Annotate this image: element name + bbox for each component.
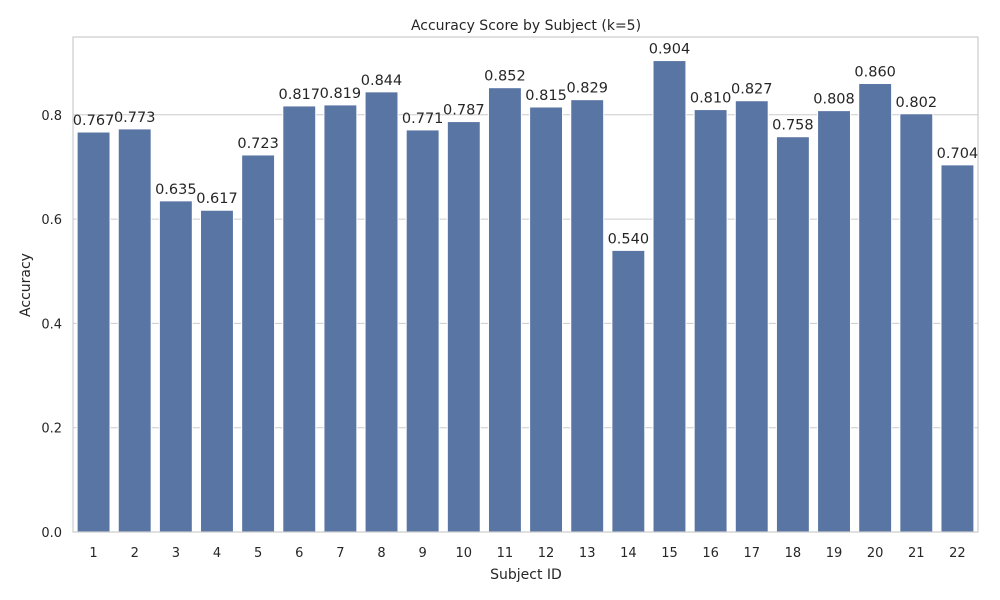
x-tick-label: 21 [908,546,925,561]
data-label-subject-19: 0.808 [813,92,855,108]
data-label-subject-22: 0.704 [937,146,979,162]
y-tick-label: 0.6 [41,213,62,228]
plot-frame [72,36,979,533]
x-tick-labels: 1 2 3 4 5 6 7 8 9 10 11 12 13 14 15 16 17 18 19 20 21 22 [89,546,965,561]
bar-subject-11 [487,87,522,533]
y-tick-label: 0.8 [41,109,62,124]
x-tick-label: 19 [826,546,843,561]
bar-subject-17 [734,100,769,533]
y-axis-label: Accuracy [18,253,34,317]
y-tick-label: 0.4 [41,317,62,332]
data-label-subject-9: 0.771 [402,111,444,127]
x-tick-label: 9 [419,546,427,561]
bar-subject-15 [652,60,687,533]
bar-subject-7 [323,104,358,533]
data-label-subject-14: 0.540 [608,231,650,247]
bar-subject-13 [570,99,605,533]
bars [76,60,975,533]
data-label-subject-18: 0.758 [772,118,814,134]
x-tick-label: 7 [336,546,344,561]
bar-subject-6 [282,105,317,533]
x-tick-label: 22 [949,546,966,561]
data-label-subject-3: 0.635 [155,182,197,198]
x-tick-label: 11 [497,546,514,561]
bar-subject-20 [858,83,893,533]
bar-subject-14 [611,249,646,533]
data-label-subject-5: 0.723 [237,136,279,152]
y-tick-labels: 0.0 0.2 0.4 0.6 0.8 [41,109,62,541]
bar-subject-18 [775,136,810,533]
x-tick-label: 14 [620,546,637,561]
x-tick-label: 13 [579,546,596,561]
x-axis-label: Subject ID [490,567,562,583]
data-label-subject-4: 0.617 [196,191,238,207]
data-label-subject-21: 0.802 [896,95,938,111]
bar-subject-1 [76,131,111,533]
x-tick-label: 3 [172,546,180,561]
bar-subject-10 [446,121,481,533]
data-label-subject-1: 0.767 [73,113,115,129]
x-tick-label: 4 [213,546,221,561]
bar-subject-12 [529,106,564,533]
bar-subject-3 [158,200,193,533]
bar-subject-5 [241,154,276,533]
chart-title: Accuracy Score by Subject (k=5) [411,18,641,34]
data-label-subject-10: 0.787 [443,103,485,119]
data-label-subject-20: 0.860 [854,65,896,81]
bar-subject-2 [117,128,152,533]
data-label-subject-8: 0.844 [361,73,403,89]
x-tick-label: 6 [295,546,303,561]
bar-subject-22 [940,164,975,533]
bar-subject-16 [693,109,728,533]
data-label-subject-11: 0.852 [484,69,526,85]
data-label-subject-2: 0.773 [114,110,156,126]
data-label-subject-7: 0.819 [320,86,362,102]
y-tick-label: 0.0 [41,526,62,541]
x-tick-label: 2 [131,546,139,561]
y-tick-label: 0.2 [41,422,62,437]
data-label-subject-6: 0.817 [278,87,320,103]
bar-subject-8 [364,91,399,533]
bar-subject-9 [405,129,440,533]
bar-subject-21 [899,113,934,533]
x-tick-label: 16 [702,546,719,561]
bar-subject-19 [817,110,851,533]
data-label-subject-17: 0.827 [731,82,773,98]
data-label-subject-13: 0.829 [566,81,608,97]
bar-subject-4 [200,209,234,533]
x-tick-label: 8 [377,546,385,561]
x-tick-label: 5 [254,546,262,561]
data-label-subject-16: 0.810 [690,91,732,107]
x-tick-label: 20 [867,546,884,561]
x-tick-label: 17 [743,546,760,561]
data-label-subject-12: 0.815 [525,88,567,104]
x-tick-label: 1 [89,546,97,561]
x-tick-label: 12 [538,546,555,561]
x-tick-label: 15 [661,546,678,561]
x-tick-label: 18 [785,546,802,561]
x-tick-label: 10 [456,546,473,561]
data-label-subject-15: 0.904 [649,42,691,58]
